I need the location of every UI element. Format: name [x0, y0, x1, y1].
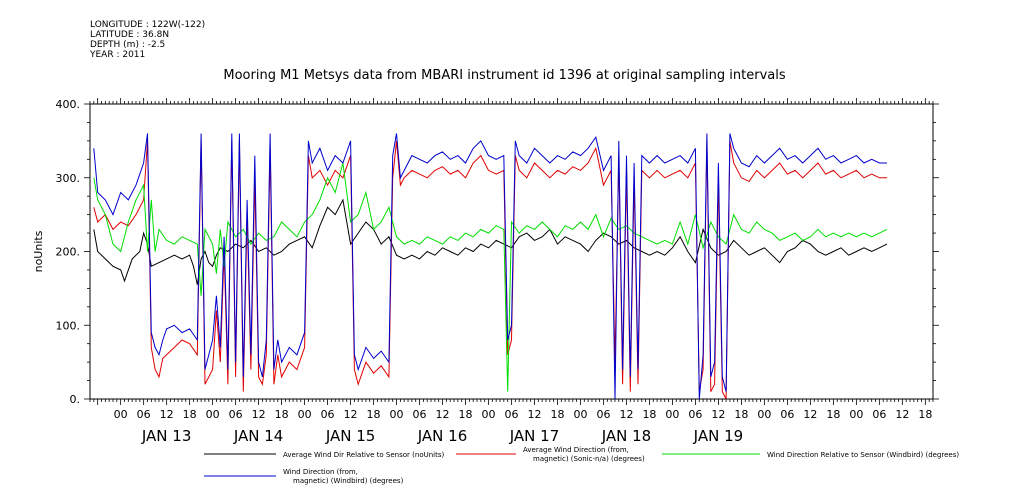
latitude-text: LATITUDE : 36.8N: [90, 30, 170, 40]
x-day-label: JAN 18: [601, 427, 652, 445]
x-tick-label: 18: [183, 408, 197, 421]
x-tick-label: 18: [918, 408, 932, 421]
x-tick-label: 00: [573, 408, 587, 421]
legend-label-2: Average Wind Direction (from,: [523, 446, 629, 454]
series-line-2: [93, 140, 887, 399]
x-tick-label: 18: [826, 408, 840, 421]
legend-label-4-cont: magnetic) (Windbird) (degrees): [293, 477, 404, 485]
x-tick-label: 18: [734, 408, 748, 421]
x-day-label: JAN 15: [325, 427, 376, 445]
x-tick-label: 12: [619, 408, 633, 421]
x-day-label: JAN 13: [141, 427, 192, 445]
x-tick-label: 06: [229, 408, 243, 421]
x-tick-label: 06: [688, 408, 702, 421]
year-text: YEAR : 2011: [90, 50, 146, 60]
legend-label-4: Wind Direction (from,: [283, 468, 358, 476]
y-tick-label: 100.: [56, 319, 81, 332]
x-day-label: JAN 19: [693, 427, 744, 445]
x-tick-label: 06: [596, 408, 610, 421]
x-tick-label: 00: [665, 408, 679, 421]
x-tick-label: 06: [137, 408, 151, 421]
x-day-label: JAN 16: [417, 427, 468, 445]
metadata-block: LONGITUDE : 122W(-122) LATITUDE : 36.8N …: [90, 20, 205, 60]
x-tick-label: 12: [895, 408, 909, 421]
legend-label-1: Average Wind Dir Relative to Sensor (noU…: [283, 451, 444, 459]
x-tick-label: 12: [344, 408, 358, 421]
x-day-label: JAN 14: [233, 427, 284, 445]
series-line-4: [93, 133, 887, 399]
chart-title: Mooring M1 Metsys data from MBARI instru…: [223, 68, 786, 83]
x-tick-label: 18: [642, 408, 656, 421]
x-tick-label: 18: [550, 408, 564, 421]
x-tick-label: 12: [436, 408, 450, 421]
plot-frame: [89, 103, 934, 400]
depth-text: DEPTH (m) : -2.5: [90, 40, 166, 50]
legend-label-3: Wind Direction Relative to Sensor (Windb…: [767, 451, 959, 459]
x-tick-label: 00: [114, 408, 128, 421]
x-tick-label: 12: [803, 408, 817, 421]
x-day-label: JAN 17: [509, 427, 560, 445]
x-tick-label: 00: [390, 408, 404, 421]
x-tick-label: 00: [298, 408, 312, 421]
series-line-1: [93, 198, 888, 285]
y-tick-label: 0.: [70, 393, 81, 406]
x-tick-label: 06: [413, 408, 427, 421]
x-tick-label: 06: [872, 408, 886, 421]
x-tick-label: 18: [459, 408, 473, 421]
y-tick-label: 400.: [56, 98, 81, 111]
y-tick-label: 200.: [56, 246, 81, 259]
longitude-text: LONGITUDE : 122W(-122): [90, 20, 206, 30]
x-tick-label: 06: [321, 408, 335, 421]
x-tick-label: 12: [252, 408, 266, 421]
x-tick-label: 18: [275, 408, 289, 421]
y-tick-label: 300.: [56, 172, 81, 185]
x-tick-label: 00: [482, 408, 496, 421]
x-tick-label: 06: [780, 408, 794, 421]
legend-label-2-cont: magnetic) (Sonic-n/a) (degrees): [533, 455, 645, 463]
y-axis-label: noUnits: [32, 230, 45, 272]
x-tick-label: 12: [160, 408, 174, 421]
x-tick-label: 00: [849, 408, 863, 421]
x-tick-label: 12: [711, 408, 725, 421]
series-line-3: [93, 162, 888, 392]
x-tick-label: 00: [206, 408, 220, 421]
x-tick-label: 06: [505, 408, 519, 421]
x-tick-label: 18: [367, 408, 381, 421]
x-tick-label: 00: [757, 408, 771, 421]
x-tick-label: 12: [527, 408, 541, 421]
